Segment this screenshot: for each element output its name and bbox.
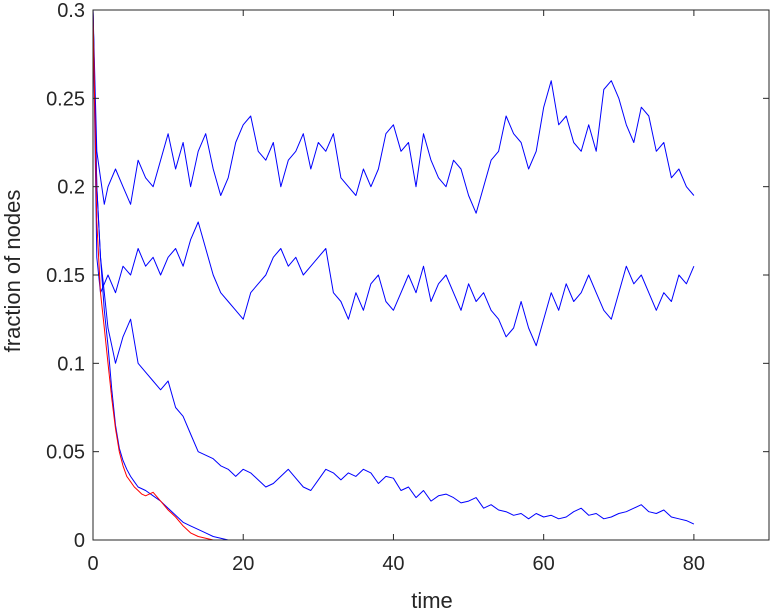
x-tick-label: 60	[533, 553, 555, 575]
series-layer	[92, 9, 695, 541]
y-tick-label: 0.2	[57, 177, 85, 199]
x-tick-label: 40	[382, 553, 404, 575]
plot-area	[93, 10, 769, 540]
x-tick-label: 80	[683, 553, 705, 575]
y-axis-label: fraction of nodes	[0, 190, 25, 353]
x-axis-label: time	[411, 588, 453, 613]
series-line-5	[92, 9, 229, 541]
x-tick-label: 20	[232, 553, 254, 575]
y-tick-label: 0	[74, 530, 85, 552]
y-tick-label: 0.25	[46, 88, 85, 110]
axes-layer: 0 20 40 60 80 0 0.05 0.1 0.15 0.2 0.25 0.3	[46, 0, 770, 575]
x-tick-label: 0	[87, 553, 98, 575]
y-tick-label: 0.05	[46, 442, 85, 464]
series-line-1	[92, 9, 695, 214]
y-tick-label: 0.3	[57, 0, 85, 22]
y-tick-label: 0.1	[57, 353, 85, 375]
y-tick-label: 0.15	[46, 265, 85, 287]
series-line-2	[92, 9, 695, 347]
series-line-3	[92, 9, 695, 525]
plot-background	[93, 10, 769, 540]
